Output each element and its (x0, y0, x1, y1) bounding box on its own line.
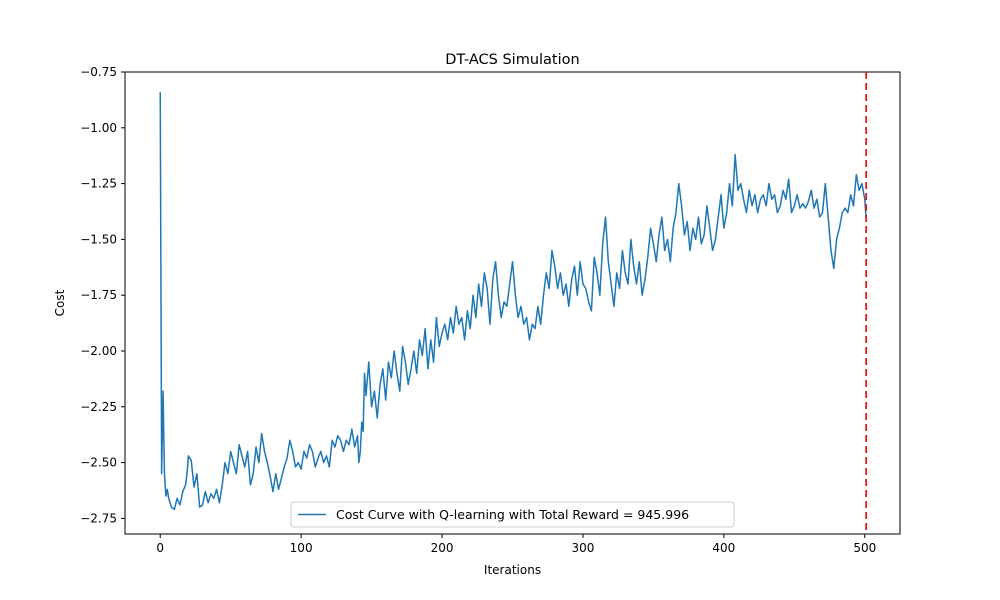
y-tick-label: −1.25 (80, 177, 117, 191)
x-tick-label: 500 (853, 541, 876, 555)
y-tick-label: −2.50 (80, 456, 117, 470)
legend: Cost Curve with Q-learning with Total Re… (290, 501, 735, 528)
plot-area (124, 71, 901, 535)
x-tick-label: 300 (572, 541, 595, 555)
y-tick-label: −1.00 (80, 121, 117, 135)
y-tick-label: −0.75 (80, 65, 117, 79)
x-axis-label: Iterations (484, 563, 541, 577)
x-tick-label: 0 (156, 541, 164, 555)
x-tick-label: 100 (290, 541, 313, 555)
y-tick-label: −2.75 (80, 511, 117, 525)
y-tick-label: −2.00 (80, 344, 117, 358)
y-tick-label: −1.75 (80, 288, 117, 302)
series-line-0 (159, 92, 867, 511)
plot-frame (124, 71, 901, 535)
y-axis-label: Cost (53, 289, 67, 316)
legend-entry: Cost Curve with Q-learning with Total Re… (336, 507, 689, 522)
y-tick-label: −1.50 (80, 232, 117, 246)
x-tick-label: 200 (431, 541, 454, 555)
data-layer (159, 72, 868, 534)
x-axis: 0 100 200 300 400 500 (156, 534, 876, 555)
y-axis: −2.75 −2.50 −2.25 −2.00 −1.75 −1.50 −1.25 −1.00… (80, 65, 125, 525)
legend-box (290, 501, 735, 528)
y-tick-label: −2.25 (80, 400, 117, 414)
chart-title: DT-ACS Simulation (445, 52, 579, 68)
x-tick-label: 400 (712, 541, 735, 555)
